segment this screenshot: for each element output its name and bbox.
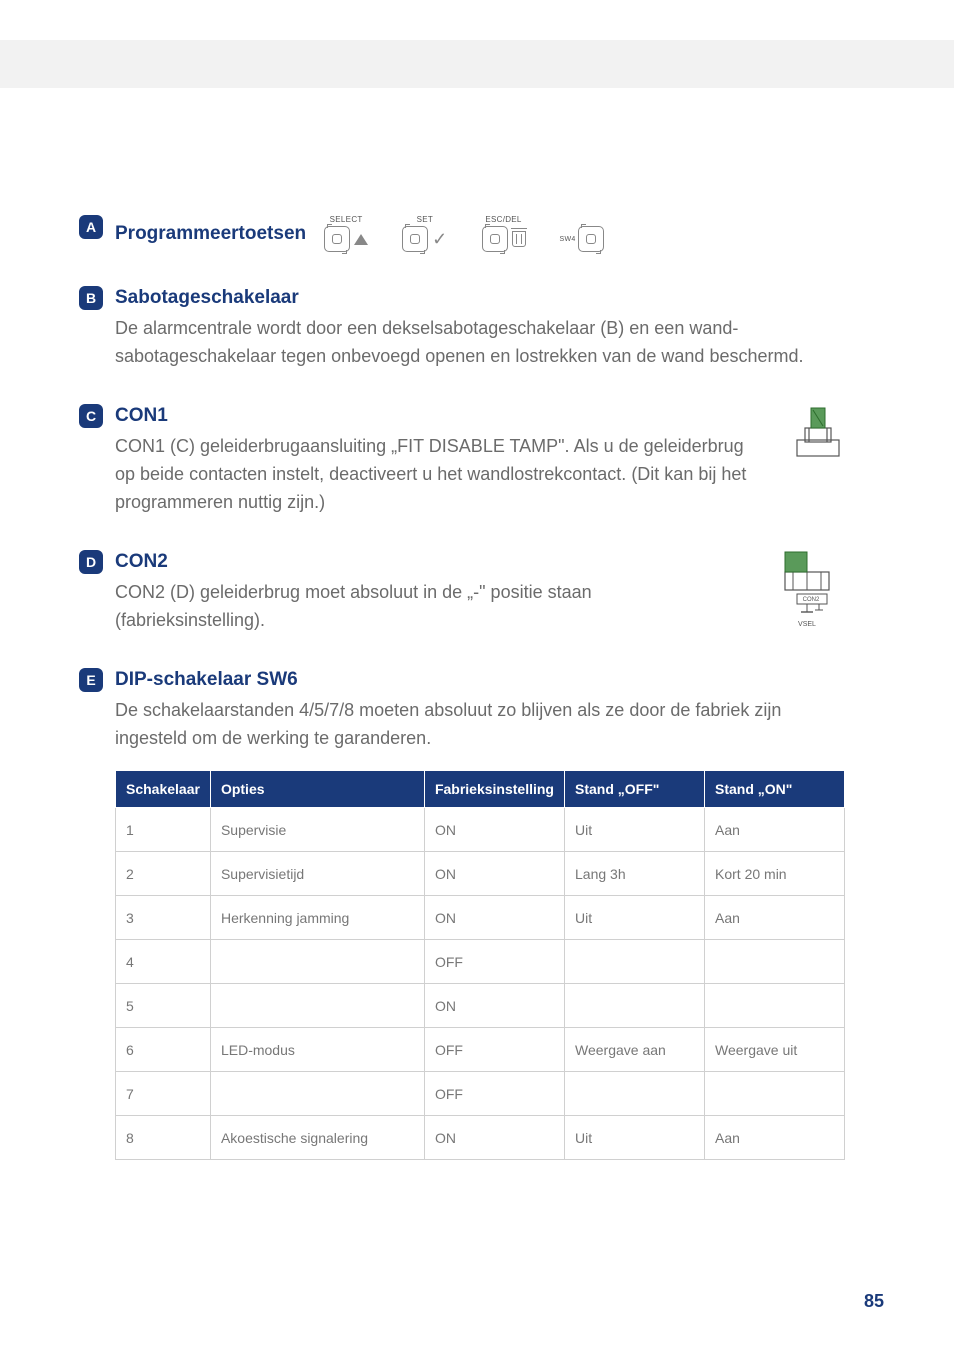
dip-switch-table: Schakelaar Opties Fabrieksinstelling Sta… xyxy=(115,770,845,1160)
table-cell: ON xyxy=(424,852,564,896)
section-c-body: CON1 (C) geleiderbrugaansluiting „FIT DI… xyxy=(115,432,755,516)
check-icon: ✓ xyxy=(432,230,447,248)
section-d-body: CON2 (D) geleiderbrug moet absoluut in d… xyxy=(115,578,735,634)
table-row: 8Akoestische signaleringONUitAan xyxy=(116,1116,845,1160)
table-header-row: Schakelaar Opties Fabrieksinstelling Sta… xyxy=(116,771,845,808)
table-row: 7 OFF xyxy=(116,1072,845,1116)
table-cell: Supervisie xyxy=(210,808,424,852)
table-cell: Weergave aan xyxy=(565,1028,705,1072)
page-content: A Programmeertoetsen SELECT SET ✓ xyxy=(115,215,845,1194)
table-cell xyxy=(565,1072,705,1116)
table-body: 1SupervisieONUitAan2SupervisietijdONLang… xyxy=(116,808,845,1160)
table-cell: ON xyxy=(424,896,564,940)
table-row: 4 OFF xyxy=(116,940,845,984)
table-cell: OFF xyxy=(424,940,564,984)
key-escdel: ESC/DEL xyxy=(482,215,526,252)
table-cell: 6 xyxy=(116,1028,211,1072)
table-cell: Lang 3h xyxy=(565,852,705,896)
table-cell xyxy=(210,940,424,984)
badge-c: C xyxy=(79,404,103,428)
table-cell: OFF xyxy=(424,1028,564,1072)
section-c-title: CON1 xyxy=(115,404,168,428)
table-cell xyxy=(210,984,424,1028)
table-cell: 5 xyxy=(116,984,211,1028)
sw4-button-icon xyxy=(578,226,604,252)
badge-b: B xyxy=(79,286,103,310)
trash-icon xyxy=(512,231,526,247)
th-off: Stand „OFF" xyxy=(565,771,705,808)
table-cell xyxy=(565,984,705,1028)
table-cell: Aan xyxy=(705,896,845,940)
section-c: C CON1 CON1 (C) geleiderbrugaansluiting … xyxy=(115,404,845,516)
section-d-title: CON2 xyxy=(115,550,168,574)
con1-jumper-icon xyxy=(791,404,845,462)
th-schakelaar: Schakelaar xyxy=(116,771,211,808)
th-fabriek: Fabrieksinstelling xyxy=(424,771,564,808)
table-cell: Uit xyxy=(565,1116,705,1160)
table-cell xyxy=(705,1072,845,1116)
table-cell: 2 xyxy=(116,852,211,896)
table-cell: ON xyxy=(424,984,564,1028)
table-cell: OFF xyxy=(424,1072,564,1116)
key-set: SET ✓ xyxy=(402,215,447,252)
th-opties: Opties xyxy=(210,771,424,808)
table-row: 5 ON xyxy=(116,984,845,1028)
table-cell: Uit xyxy=(565,808,705,852)
badge-e: E xyxy=(79,668,103,692)
table-cell: Herkenning jamming xyxy=(210,896,424,940)
key-set-label: SET xyxy=(417,215,433,224)
badge-d: D xyxy=(79,550,103,574)
table-cell xyxy=(210,1072,424,1116)
triangle-up-icon xyxy=(354,234,368,245)
table-row: 3Herkenning jammingONUitAan xyxy=(116,896,845,940)
section-b: B Sabotageschakelaar De alarmcentrale wo… xyxy=(115,286,845,370)
header-bar xyxy=(0,40,954,88)
vsel-label: VSEL xyxy=(798,621,816,628)
page-number: 85 xyxy=(864,1291,884,1312)
table-cell: Aan xyxy=(705,1116,845,1160)
key-escdel-label: ESC/DEL xyxy=(485,215,521,224)
section-b-title: Sabotageschakelaar xyxy=(115,286,299,310)
key-sw4: SW4 xyxy=(560,226,604,252)
table-cell xyxy=(705,984,845,1028)
section-e: E DIP-schakelaar SW6 De schakelaarstande… xyxy=(115,668,845,1160)
table-row: 2SupervisietijdONLang 3hKort 20 min xyxy=(116,852,845,896)
table-cell: 7 xyxy=(116,1072,211,1116)
table-cell: 8 xyxy=(116,1116,211,1160)
table-cell: ON xyxy=(424,1116,564,1160)
key-sw4-label: SW4 xyxy=(560,236,576,243)
badge-a: A xyxy=(79,215,103,239)
section-e-body: De schakelaarstanden 4/5/7/8 moeten abso… xyxy=(115,696,845,752)
table-cell: 4 xyxy=(116,940,211,984)
th-on: Stand „ON" xyxy=(705,771,845,808)
key-select-label: SELECT xyxy=(330,215,363,224)
escdel-button-icon xyxy=(482,226,508,252)
table-cell: Kort 20 min xyxy=(705,852,845,896)
section-b-body: De alarmcentrale wordt door een dekselsa… xyxy=(115,314,845,370)
table-cell: Supervisietijd xyxy=(210,852,424,896)
table-cell: 3 xyxy=(116,896,211,940)
con2-jumper-icon: CON2 VSEL xyxy=(771,550,845,632)
section-e-title: DIP-schakelaar SW6 xyxy=(115,668,298,692)
table-cell: Uit xyxy=(565,896,705,940)
table-row: 6LED-modusOFFWeergave aanWeergave uit xyxy=(116,1028,845,1072)
table-cell: Aan xyxy=(705,808,845,852)
section-a: A Programmeertoetsen SELECT SET ✓ xyxy=(115,215,845,252)
table-cell: LED-modus xyxy=(210,1028,424,1072)
table-cell xyxy=(705,940,845,984)
select-button-icon xyxy=(324,226,350,252)
section-a-title: Programmeertoetsen xyxy=(115,222,306,246)
table-cell xyxy=(565,940,705,984)
section-d: D CON2 CON2 (D) geleiderbrug moet absolu… xyxy=(115,550,845,634)
set-button-icon xyxy=(402,226,428,252)
con2-label: CON2 xyxy=(803,597,820,603)
table-cell: Weergave uit xyxy=(705,1028,845,1072)
table-cell: 1 xyxy=(116,808,211,852)
program-keys-row: SELECT SET ✓ ESC/DEL xyxy=(324,215,603,252)
table-cell: ON xyxy=(424,808,564,852)
table-cell: Akoestische signalering xyxy=(210,1116,424,1160)
table-row: 1SupervisieONUitAan xyxy=(116,808,845,852)
key-select: SELECT xyxy=(324,215,368,252)
